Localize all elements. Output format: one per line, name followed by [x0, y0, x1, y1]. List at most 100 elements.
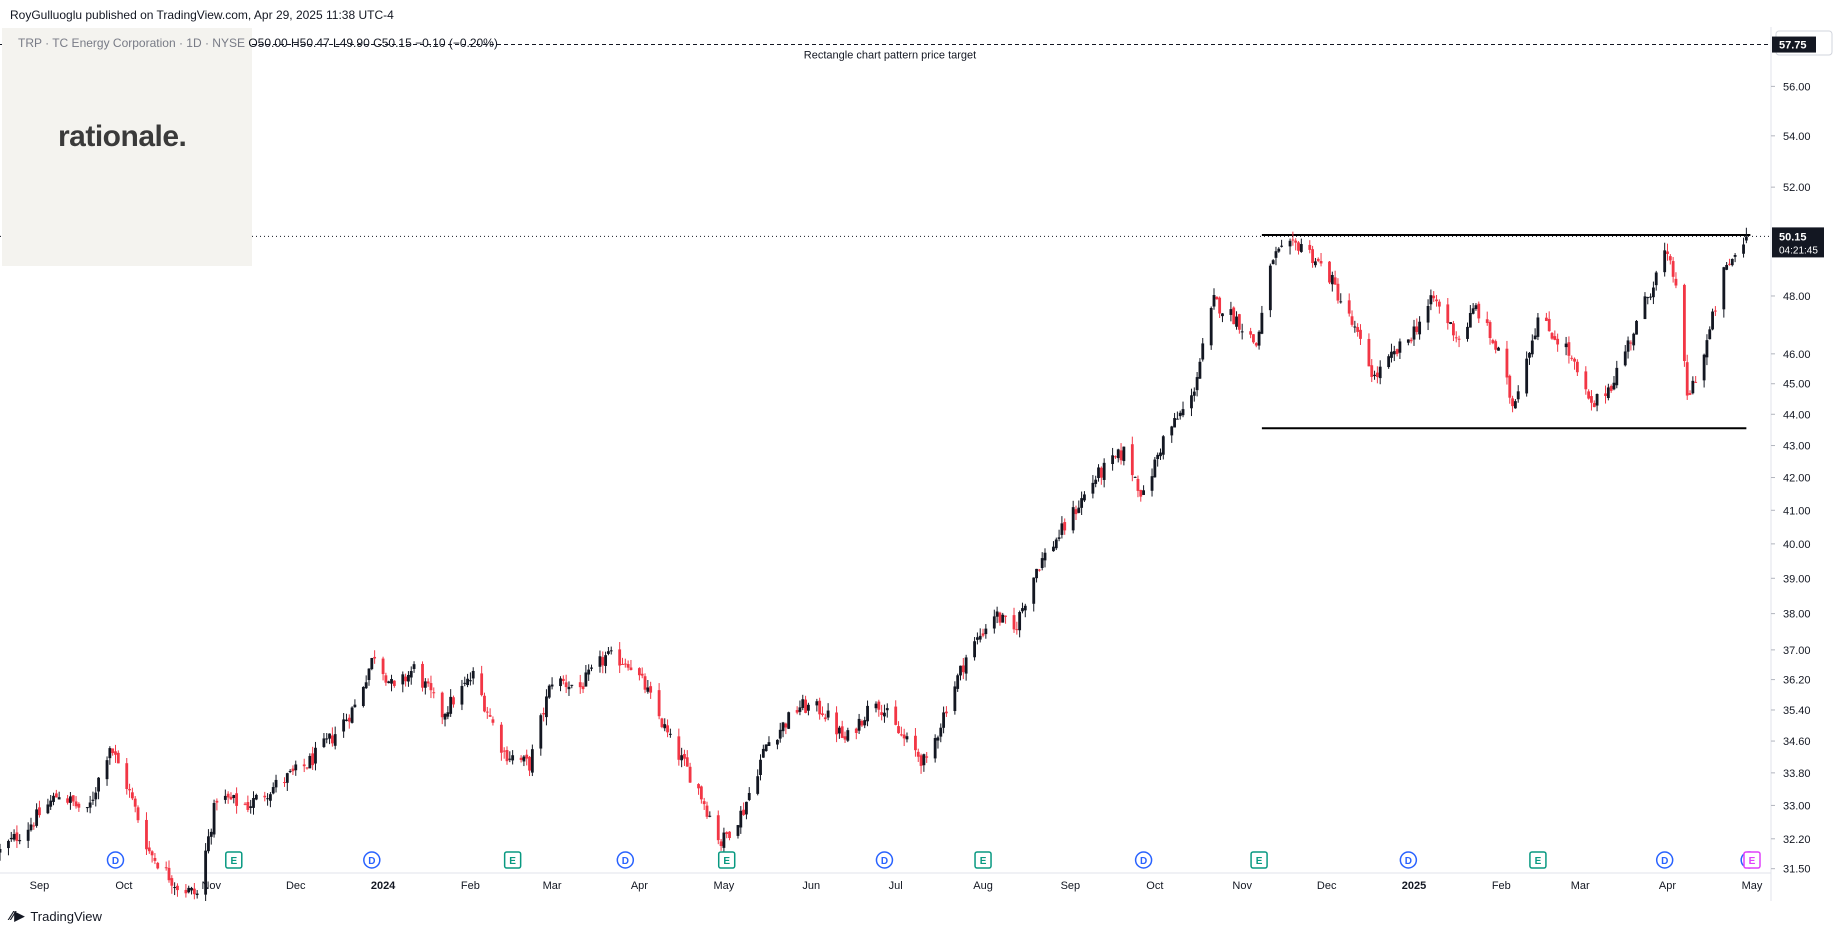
candle	[207, 829, 210, 854]
candle	[1316, 257, 1320, 263]
candle	[885, 703, 889, 718]
candle	[404, 673, 408, 687]
candle	[1198, 358, 1202, 379]
dividend-marker[interactable]: D	[1399, 851, 1418, 869]
target-price-label: 57.75	[1779, 40, 1807, 52]
earnings-marker[interactable]: E	[974, 851, 992, 869]
candle	[806, 702, 810, 716]
dividend-marker[interactable]: D	[616, 851, 635, 869]
earnings-marker-label: E	[230, 856, 237, 867]
candle	[1023, 603, 1027, 618]
candle	[449, 689, 453, 717]
candle	[542, 707, 546, 722]
dividend-marker[interactable]: D	[875, 851, 894, 869]
earnings-marker[interactable]: E	[1743, 851, 1761, 869]
candle	[598, 650, 602, 673]
candle	[742, 802, 746, 816]
y-tick-label: 31.50	[1783, 864, 1811, 876]
candle	[511, 750, 515, 765]
candle	[1052, 541, 1055, 552]
candle	[97, 777, 100, 800]
candle	[1466, 322, 1469, 342]
candle	[204, 843, 208, 903]
candle	[1564, 336, 1568, 356]
dividend-marker[interactable]: D	[363, 851, 381, 869]
candle	[1252, 334, 1255, 344]
candle	[1035, 568, 1038, 583]
candle	[1297, 241, 1300, 255]
y-tick-label: 46.00	[1783, 349, 1811, 361]
candle	[1550, 332, 1554, 340]
candle	[629, 659, 633, 671]
candle	[232, 794, 236, 804]
candle	[1409, 337, 1413, 344]
candle	[699, 785, 703, 804]
candle	[1257, 330, 1261, 350]
candle	[784, 722, 788, 735]
y-tick-label: 56.00	[1783, 81, 1811, 93]
publisher-line: RoyGulluoglu published on TradingView.co…	[10, 8, 394, 22]
candle	[1544, 312, 1548, 322]
candlestick-chart[interactable]: DDDDDDDDEEEEEEE 56.0054.0052.0048.0046.0…	[0, 27, 1835, 903]
candle	[1336, 278, 1340, 304]
chart-area[interactable]: DDDDDDDDEEEEEEE 56.0054.0052.0048.0046.0…	[0, 27, 1835, 903]
candle	[835, 706, 838, 743]
candle	[1235, 311, 1238, 330]
candle	[150, 850, 154, 863]
candle	[1037, 569, 1041, 572]
candle	[922, 753, 926, 772]
dividend-marker[interactable]: D	[1655, 851, 1674, 869]
earnings-marker[interactable]: E	[1250, 851, 1268, 869]
candle	[1232, 306, 1236, 325]
candle	[761, 744, 765, 758]
candle	[550, 677, 554, 690]
candle	[390, 674, 393, 692]
dividend-marker-label: D	[881, 856, 888, 867]
x-tick-label: 2024	[371, 880, 396, 892]
candle	[1359, 324, 1362, 345]
candle	[545, 689, 548, 726]
candle	[1018, 610, 1022, 638]
earnings-marker[interactable]: E	[503, 851, 522, 869]
candle	[677, 728, 681, 766]
legend-change: −0.10 (−0.20%)	[415, 36, 498, 50]
candle	[432, 687, 436, 699]
candle	[1367, 333, 1371, 367]
candle	[1311, 245, 1314, 268]
earnings-marker-label: E	[723, 856, 730, 867]
dividend-marker[interactable]: D	[1134, 851, 1153, 869]
footer-brand[interactable]: ⁄⁄▶ TradingView	[10, 908, 102, 924]
candle	[1094, 475, 1098, 488]
target-annotation[interactable]: Rectangle chart pattern price target	[804, 50, 976, 62]
candle	[1150, 468, 1154, 497]
candle	[147, 840, 151, 854]
candle	[561, 675, 565, 685]
candle	[804, 695, 807, 714]
candle	[488, 708, 492, 717]
candle	[880, 704, 884, 721]
candle	[1195, 372, 1199, 397]
candle	[1398, 338, 1402, 360]
candle	[57, 791, 61, 800]
candle	[1139, 489, 1143, 502]
dividend-marker[interactable]: D	[106, 851, 125, 869]
candle	[392, 680, 396, 688]
candle	[1091, 475, 1095, 499]
candle	[1604, 385, 1607, 404]
candle	[85, 806, 89, 813]
candle	[1725, 262, 1729, 271]
y-tick-label: 36.20	[1783, 675, 1811, 687]
candle	[381, 656, 385, 681]
earnings-marker[interactable]: E	[1529, 851, 1547, 869]
candle	[1477, 301, 1481, 324]
candle	[350, 706, 354, 724]
earnings-marker[interactable]: E	[225, 851, 243, 869]
candle	[468, 672, 472, 686]
candle	[1119, 443, 1123, 465]
candle	[680, 747, 684, 768]
candle	[1449, 322, 1453, 325]
candle	[975, 632, 979, 645]
earnings-marker[interactable]: E	[717, 851, 736, 869]
candle	[1705, 334, 1709, 366]
x-tick-label: Nov	[201, 880, 221, 892]
